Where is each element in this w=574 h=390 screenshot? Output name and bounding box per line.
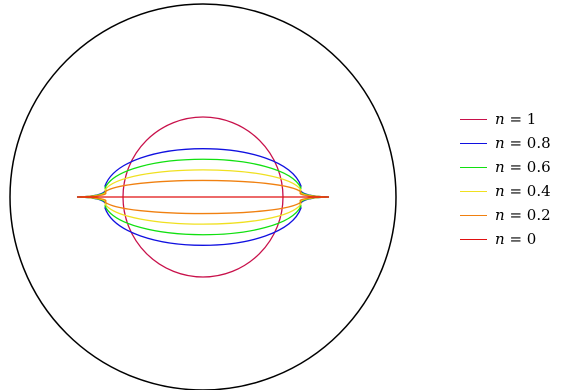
legend-swatch bbox=[460, 166, 487, 168]
legend-swatch bbox=[460, 214, 487, 216]
curves-group bbox=[76, 116, 330, 278]
legend-swatch bbox=[460, 142, 487, 144]
legend-item-n-1: n = 1 bbox=[460, 107, 572, 131]
legend-label: n = 0.2 bbox=[495, 206, 551, 224]
legend-item-n-0-6: n = 0.6 bbox=[460, 155, 572, 179]
legend-swatch bbox=[460, 238, 487, 240]
legend-label: n = 0 bbox=[495, 230, 537, 248]
legend-swatch bbox=[460, 118, 487, 120]
legend-label: n = 1 bbox=[495, 110, 537, 128]
legend-label: n = 0.4 bbox=[495, 182, 551, 200]
legend-item-n-0-8: n = 0.8 bbox=[460, 131, 572, 155]
legend-item-n-0-4: n = 0.4 bbox=[460, 179, 572, 203]
legend-label: n = 0.8 bbox=[495, 134, 551, 152]
legend-swatch bbox=[460, 190, 487, 192]
legend-label: n = 0.6 bbox=[495, 158, 551, 176]
legend: n = 1 n = 0.8 n = 0.6 n = 0.4 n = 0.2 n … bbox=[460, 107, 572, 251]
outer-boundary-circle bbox=[9, 3, 397, 390]
legend-item-n-0-2: n = 0.2 bbox=[460, 203, 572, 227]
legend-item-n-0: n = 0 bbox=[460, 227, 572, 251]
